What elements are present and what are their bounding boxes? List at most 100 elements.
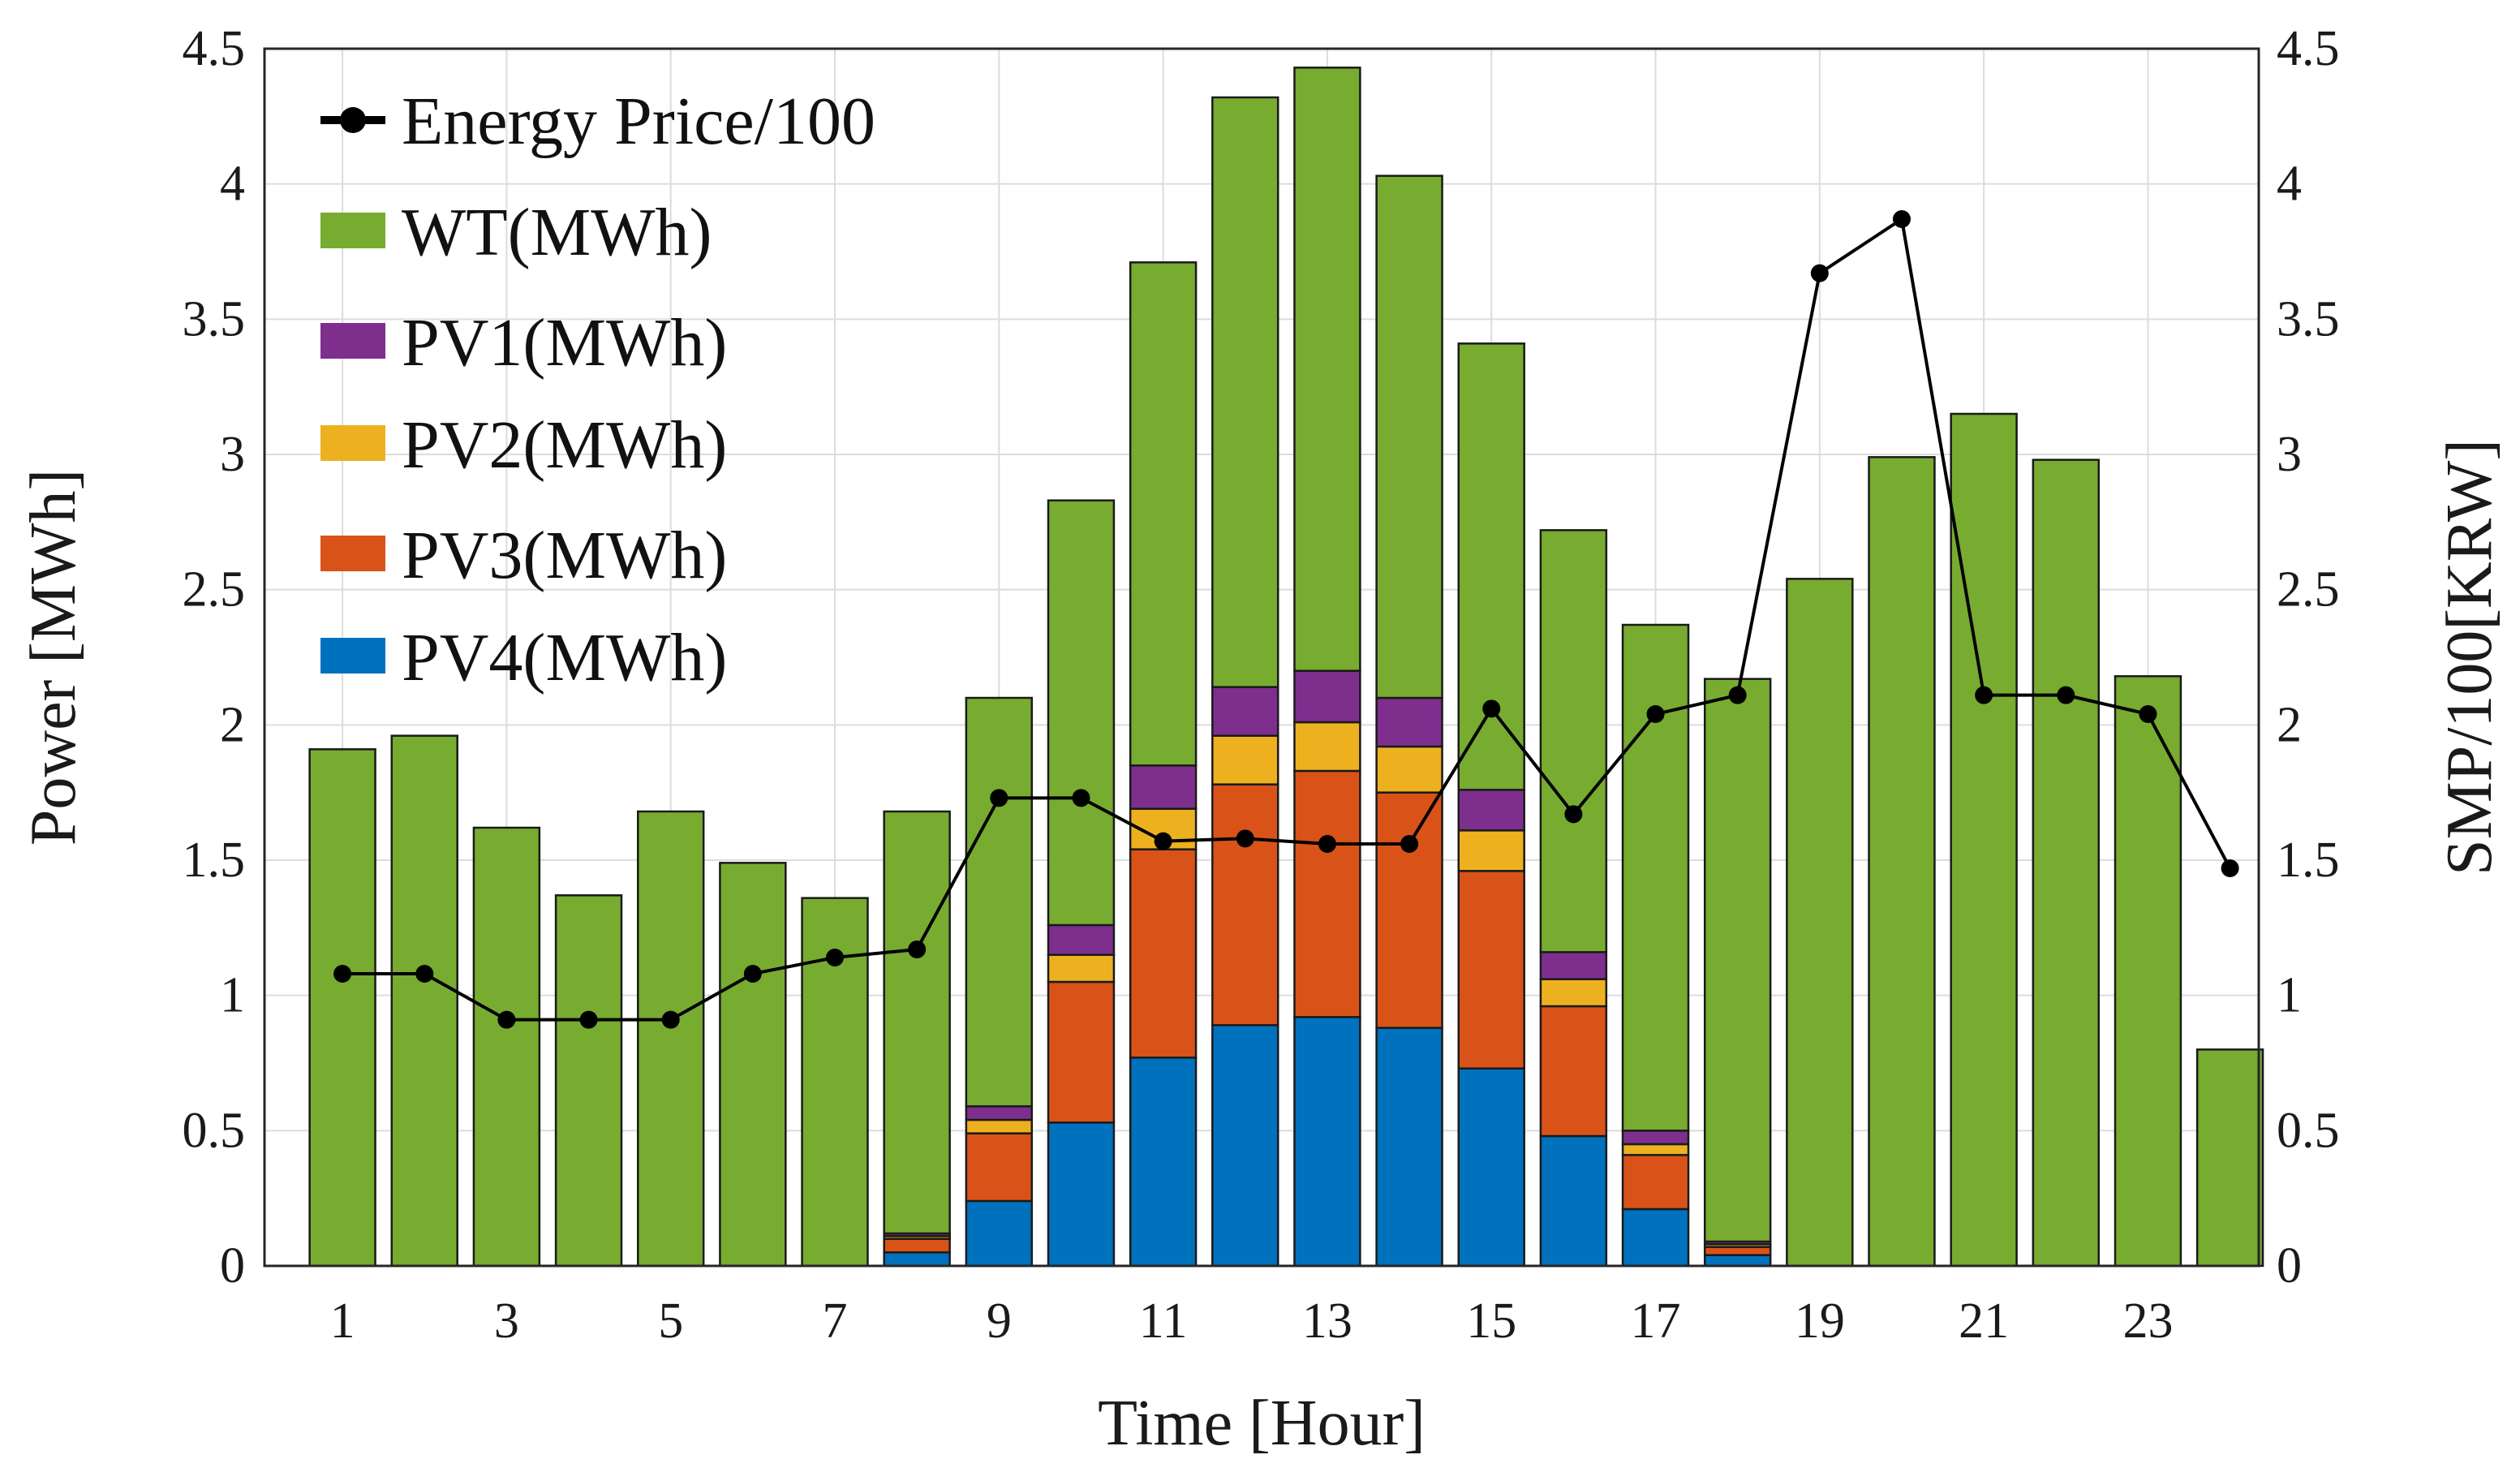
- bars: [308, 67, 2264, 1268]
- bar-pv1-hour-9: [965, 1105, 1034, 1121]
- x-tick-label: 7: [823, 1293, 848, 1349]
- y-tick-label: 1.5: [183, 833, 246, 888]
- y-tick-label: 2: [220, 697, 245, 752]
- bar-wt-hour-16: [1539, 529, 1608, 953]
- bar-wt-hour-17: [1621, 623, 1690, 1132]
- y-tick-label: 3: [220, 427, 245, 482]
- y-axis-right-title: SMP/100[KRW]: [2434, 439, 2505, 876]
- bar-pv3-hour-17: [1621, 1154, 1690, 1211]
- bar-wt-hour-20: [1868, 456, 1936, 1268]
- price-point-hour-13: [1318, 835, 1336, 853]
- price-point-hour-2: [415, 965, 434, 983]
- bar-wt-hour-11: [1129, 261, 1198, 767]
- bar-pv3-hour-8: [883, 1237, 951, 1254]
- bar-wt-hour-1: [308, 748, 376, 1268]
- x-tick-label: 19: [1795, 1293, 1845, 1349]
- y-tick-label: 1: [220, 968, 245, 1023]
- bar-pv4-hour-17: [1621, 1207, 1690, 1268]
- price-point-hour-3: [497, 1010, 516, 1029]
- legend-price-marker-icon: [340, 107, 366, 133]
- x-tick-label: 5: [658, 1293, 683, 1349]
- price-point-hour-21: [1975, 686, 1993, 704]
- bar-pv3-hour-14: [1375, 791, 1443, 1029]
- bar-pv4-hour-12: [1211, 1024, 1279, 1268]
- bar-pv1-hour-11: [1129, 764, 1198, 810]
- y-tick-label: 3.5: [183, 291, 246, 346]
- legend-label-wt: WT(MWh): [402, 195, 712, 270]
- x-tick-label: 23: [2122, 1293, 2173, 1349]
- bar-wt-hour-9: [965, 696, 1034, 1108]
- price-point-hour-4: [579, 1010, 598, 1029]
- y-tick-label: 0.5: [183, 1103, 246, 1158]
- legend-pv4-swatch-icon: [320, 638, 385, 674]
- y-right-tick-label: 0.5: [2277, 1103, 2340, 1158]
- bar-pv2-hour-10: [1047, 953, 1116, 983]
- plot-frame: [263, 47, 2260, 1268]
- price-line: [333, 210, 2239, 1029]
- y-right-tick-label: 3.5: [2277, 291, 2340, 346]
- legend-pv3-swatch-icon: [320, 536, 385, 571]
- bar-pv3-hour-13: [1293, 769, 1361, 1018]
- price-line-path: [342, 216, 2232, 1022]
- bar-wt-hour-19: [1786, 578, 1854, 1268]
- legend-label-pv1: PV1(MWh): [402, 305, 727, 381]
- bar-wt-hour-14: [1375, 174, 1443, 699]
- y-right-tick-label: 1: [2277, 968, 2302, 1023]
- y-tick-label: 4: [220, 157, 245, 212]
- price-point-hour-18: [1728, 686, 1747, 704]
- bar-pv1-hour-14: [1375, 696, 1443, 748]
- legend-pv2-swatch-icon: [320, 425, 385, 461]
- bar-pv3-hour-11: [1129, 848, 1198, 1059]
- ticks: 0 00.5 0.51 11.5 1.52 22.5 2.53 33.5 3.54 44.5 4.5…: [183, 21, 2340, 1349]
- bar-wt-hour-22: [2032, 458, 2101, 1268]
- y-right-tick-label: 3: [2277, 427, 2302, 482]
- bar-wt-hour-23: [2114, 675, 2182, 1268]
- bar-pv3-hour-12: [1211, 783, 1279, 1027]
- x-tick-label: 13: [1302, 1293, 1352, 1349]
- price-point-hour-10: [1072, 789, 1090, 807]
- bar-pv1-hour-15: [1457, 789, 1525, 832]
- price-point-hour-14: [1400, 835, 1419, 853]
- y-right-tick-label: 2: [2277, 697, 2302, 752]
- bar-wt-hour-18: [1703, 678, 1772, 1243]
- y-right-tick-label: 4.5: [2277, 21, 2340, 76]
- bar-pv4-hour-13: [1293, 1016, 1361, 1268]
- y-axis-title: Power [MWh]: [18, 469, 89, 846]
- price-point-hour-7: [826, 949, 845, 966]
- bar-pv2-hour-16: [1539, 978, 1608, 1008]
- price-point-hour-5: [661, 1010, 680, 1029]
- bar-wt-hour-24: [2195, 1048, 2264, 1268]
- bar-pv4-hour-16: [1539, 1134, 1608, 1268]
- bar-pv2-hour-15: [1457, 829, 1525, 872]
- bar-pv4-hour-10: [1047, 1121, 1116, 1268]
- legend: Energy Price/100 WT(MWh) PV1(MWh) PV2(MW…: [320, 84, 875, 695]
- bar-pv1-hour-13: [1293, 669, 1361, 724]
- x-tick-label: 3: [494, 1293, 519, 1349]
- price-point-hour-17: [1646, 705, 1665, 723]
- bar-pv4-hour-14: [1375, 1027, 1443, 1268]
- legend-label-pv4: PV4(MWh): [402, 620, 727, 695]
- bar-pv4-hour-9: [965, 1199, 1034, 1268]
- x-axis-title: Time [Hour]: [1098, 1388, 1426, 1459]
- y-tick-label: 2.5: [183, 562, 246, 618]
- bar-wt-hour-15: [1457, 342, 1525, 791]
- price-point-hour-12: [1236, 829, 1254, 848]
- price-point-hour-9: [990, 789, 1008, 807]
- bar-pv2-hour-17: [1621, 1143, 1690, 1156]
- bar-wt-hour-21: [1950, 412, 2018, 1268]
- bar-pv1-hour-10: [1047, 923, 1116, 956]
- bar-pv1-hour-12: [1211, 686, 1279, 737]
- legend-label-pv3: PV3(MWh): [402, 518, 727, 593]
- y-right-tick-label: 1.5: [2277, 833, 2340, 888]
- y-tick-label: 4.5: [183, 21, 246, 76]
- price-point-hour-6: [743, 965, 762, 983]
- y-right-tick-label: 2.5: [2277, 562, 2340, 618]
- bar-pv3-hour-18: [1703, 1246, 1772, 1256]
- x-tick-label: 17: [1631, 1293, 1681, 1349]
- bar-pv2-hour-9: [965, 1118, 1034, 1134]
- bar-pv3-hour-15: [1457, 870, 1525, 1070]
- bar-pv4-hour-15: [1457, 1067, 1525, 1268]
- price-point-hour-24: [2221, 859, 2239, 877]
- bar-pv2-hour-14: [1375, 745, 1443, 794]
